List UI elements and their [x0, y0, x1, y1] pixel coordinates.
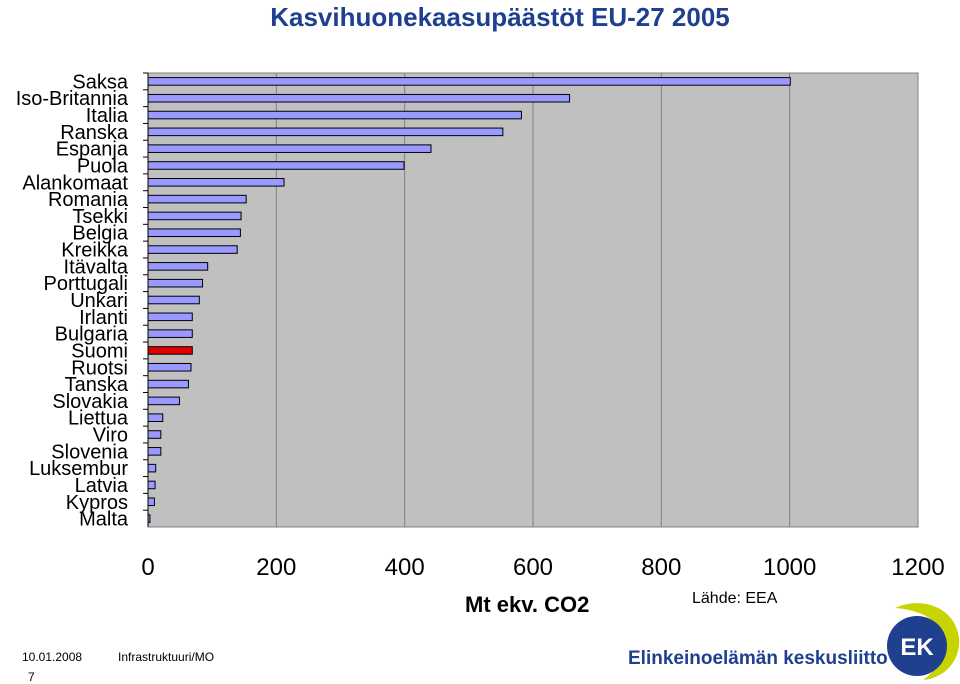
- bar-it-valta: [147, 262, 209, 271]
- x-tick-label: 0: [141, 554, 154, 581]
- category-label: Liettua: [68, 408, 129, 430]
- category-label: Luksembur: [29, 458, 128, 480]
- x-axis-label: Mt ekv. CO2: [465, 592, 590, 617]
- category-label: Kypros: [66, 492, 128, 514]
- bar-saksa: [147, 77, 791, 86]
- source-note: Lähde: EEA: [692, 590, 778, 607]
- x-tick-label: 800: [641, 554, 681, 581]
- bar-italia: [147, 110, 522, 120]
- category-label: Slovenia: [51, 441, 129, 463]
- organization-name: Elinkeinoelämän keskusliitto: [628, 648, 888, 669]
- bar-tsekki: [147, 211, 242, 221]
- category-label: Tsekki: [72, 206, 128, 228]
- bar-ruotsi: [147, 362, 192, 372]
- x-tick-label: 200: [256, 554, 296, 581]
- bar-unkari: [147, 295, 200, 305]
- bar-slovenia: [147, 447, 162, 456]
- bar-ranska: [147, 127, 504, 137]
- category-label: Latvia: [75, 475, 129, 497]
- bar-bulgaria: [147, 329, 193, 338]
- category-label: Ranska: [60, 122, 129, 144]
- category-label: Porttugali: [44, 273, 129, 295]
- bar-alankomaat: [147, 178, 285, 187]
- x-tick-label: 1200: [891, 554, 944, 581]
- category-label: Tanska: [65, 374, 129, 396]
- bar-kreikka: [147, 245, 238, 254]
- chart-title: Kasvihuonekaasupäästöt EU-27 2005: [270, 2, 730, 32]
- footer-date: 10.01.2008: [22, 650, 83, 664]
- bar-iso-britannia: [147, 93, 571, 103]
- ek-logo-icon: EK: [887, 603, 960, 680]
- bar-irlanti: [147, 312, 193, 322]
- bar-suomi: [147, 346, 193, 355]
- category-label: Itävalta: [64, 256, 129, 278]
- category-label: Espanja: [56, 139, 129, 161]
- bar-puola: [147, 161, 405, 170]
- bar-latvia: [147, 480, 156, 490]
- bar-slovakia: [147, 396, 180, 406]
- category-label: Unkari: [70, 290, 128, 312]
- bar-belgia: [147, 228, 241, 238]
- category-label: Irlanti: [79, 307, 128, 329]
- category-label: Kreikka: [61, 240, 129, 262]
- page-number: 7: [28, 670, 35, 684]
- category-label: Ruotsi: [71, 357, 128, 379]
- category-label: Puola: [77, 155, 129, 177]
- bar-tanska: [147, 379, 189, 389]
- bar-kypros: [147, 497, 155, 507]
- category-label: Bulgaria: [55, 324, 129, 346]
- x-tick-label: 400: [385, 554, 425, 581]
- category-label: Viro: [93, 425, 128, 447]
- category-label: Romania: [48, 189, 129, 211]
- category-label: Slovakia: [52, 391, 128, 413]
- bar-romania: [147, 194, 247, 204]
- bar-liettua: [147, 413, 164, 422]
- category-label: Alankomaat: [22, 172, 128, 194]
- footer-department: Infrastruktuuri/MO: [118, 650, 215, 664]
- category-label: Saksa: [72, 71, 128, 93]
- x-tick-label: 600: [513, 554, 553, 581]
- bar-porttugali: [147, 278, 204, 288]
- category-label: Malta: [79, 509, 129, 531]
- x-tick-label: 1000: [763, 554, 816, 581]
- bar-malta: [147, 514, 151, 523]
- logo-text: EK: [900, 634, 934, 661]
- bar-luksembur: [147, 463, 157, 473]
- category-label: Suomi: [71, 340, 128, 362]
- bar-viro: [147, 430, 162, 439]
- bar-espanja: [147, 144, 432, 153]
- bar-chart: 0 200 400 600 800 1000 1200SaksaIso-BritanniaI…: [16, 71, 945, 581]
- category-label: Iso-Britannia: [16, 88, 129, 110]
- category-label: Belgia: [72, 223, 128, 245]
- category-label: Italia: [86, 105, 129, 127]
